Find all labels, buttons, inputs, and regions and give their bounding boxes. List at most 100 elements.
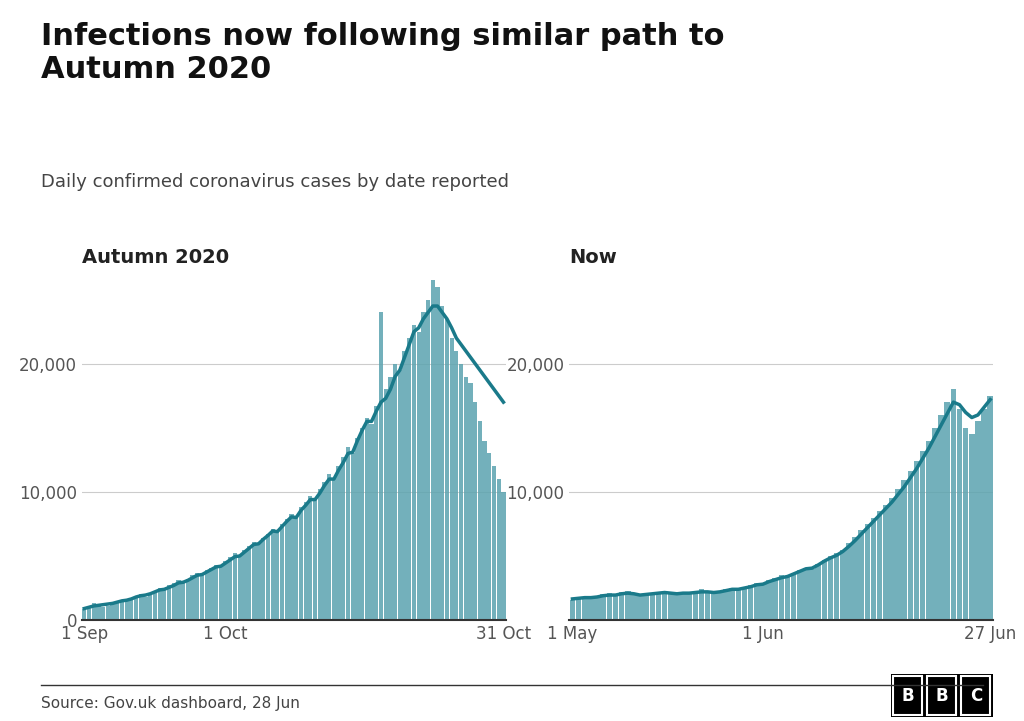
Bar xyxy=(735,589,741,620)
Bar xyxy=(791,572,797,620)
Bar xyxy=(944,402,950,620)
Bar xyxy=(864,524,870,620)
Bar xyxy=(370,424,374,620)
Bar xyxy=(82,609,86,620)
Bar xyxy=(956,409,963,620)
Text: Infections now following similar path to
Autumn 2020: Infections now following similar path to… xyxy=(41,22,724,84)
Bar xyxy=(680,592,686,620)
Bar xyxy=(153,590,157,620)
Bar xyxy=(275,531,280,620)
Bar xyxy=(232,554,238,620)
Bar xyxy=(895,490,901,620)
Bar xyxy=(883,505,889,620)
Bar xyxy=(662,590,668,620)
Bar xyxy=(459,363,463,620)
Bar xyxy=(266,534,270,620)
Bar xyxy=(412,325,416,620)
Bar xyxy=(766,580,772,620)
Bar xyxy=(421,312,426,620)
Bar xyxy=(858,531,864,620)
Bar xyxy=(219,566,223,620)
Bar xyxy=(473,402,477,620)
Bar xyxy=(618,592,625,620)
Text: Autumn 2020: Autumn 2020 xyxy=(82,248,229,267)
Bar xyxy=(468,383,473,620)
Bar xyxy=(870,518,877,620)
Bar xyxy=(393,363,397,620)
Bar xyxy=(612,594,618,620)
Bar xyxy=(167,585,171,620)
Bar xyxy=(575,598,582,620)
Bar xyxy=(492,466,497,620)
Bar xyxy=(341,457,345,620)
Bar xyxy=(185,579,190,620)
Bar xyxy=(981,409,987,620)
Bar xyxy=(158,588,162,620)
Bar xyxy=(440,306,444,620)
Text: Source: Gov.uk dashboard, 28 Jun: Source: Gov.uk dashboard, 28 Jun xyxy=(41,696,300,711)
Bar xyxy=(729,588,735,620)
Bar xyxy=(705,592,711,620)
Bar xyxy=(138,594,143,620)
Bar xyxy=(346,447,350,620)
Text: B: B xyxy=(902,687,914,704)
Text: B: B xyxy=(936,687,948,704)
Bar xyxy=(285,519,289,620)
Bar xyxy=(223,561,227,620)
Bar xyxy=(582,597,588,620)
Bar xyxy=(101,607,105,620)
Bar xyxy=(741,587,748,620)
Bar xyxy=(426,300,430,620)
Bar xyxy=(588,598,594,620)
Bar xyxy=(938,415,944,620)
Bar xyxy=(877,511,883,620)
Bar xyxy=(397,370,402,620)
Bar xyxy=(834,554,840,620)
Bar xyxy=(290,513,294,620)
Bar xyxy=(821,559,827,620)
Bar xyxy=(105,606,110,620)
Bar xyxy=(692,590,698,620)
Bar xyxy=(350,454,355,620)
Bar xyxy=(450,338,454,620)
Bar xyxy=(332,479,336,620)
Bar xyxy=(143,597,147,620)
Bar xyxy=(478,421,482,620)
Bar xyxy=(181,582,185,620)
Bar xyxy=(148,593,153,620)
Bar xyxy=(190,575,195,620)
Bar xyxy=(963,428,969,620)
Bar xyxy=(176,580,180,620)
Bar xyxy=(901,480,907,620)
Bar xyxy=(625,590,631,620)
Bar xyxy=(435,287,439,620)
Bar xyxy=(115,602,120,620)
Bar xyxy=(172,583,176,620)
Bar xyxy=(228,557,232,620)
Bar xyxy=(797,570,803,620)
Bar xyxy=(717,590,723,620)
Bar xyxy=(840,549,846,620)
Bar xyxy=(809,569,815,620)
Bar xyxy=(384,389,388,620)
Bar xyxy=(815,564,821,620)
Bar xyxy=(497,479,501,620)
Bar xyxy=(827,556,834,620)
Bar xyxy=(643,594,649,620)
Text: C: C xyxy=(970,687,982,704)
FancyBboxPatch shape xyxy=(961,676,990,715)
Bar xyxy=(600,594,606,620)
Bar xyxy=(360,428,365,620)
Bar xyxy=(803,567,809,620)
Bar xyxy=(482,441,486,620)
Bar xyxy=(778,575,784,620)
Bar xyxy=(299,508,303,620)
Bar xyxy=(209,567,214,620)
Bar xyxy=(388,376,392,620)
Bar xyxy=(760,584,766,620)
Bar xyxy=(975,421,981,620)
Bar xyxy=(91,603,96,620)
Bar xyxy=(889,498,895,620)
Bar xyxy=(674,594,680,620)
Bar xyxy=(907,472,913,620)
